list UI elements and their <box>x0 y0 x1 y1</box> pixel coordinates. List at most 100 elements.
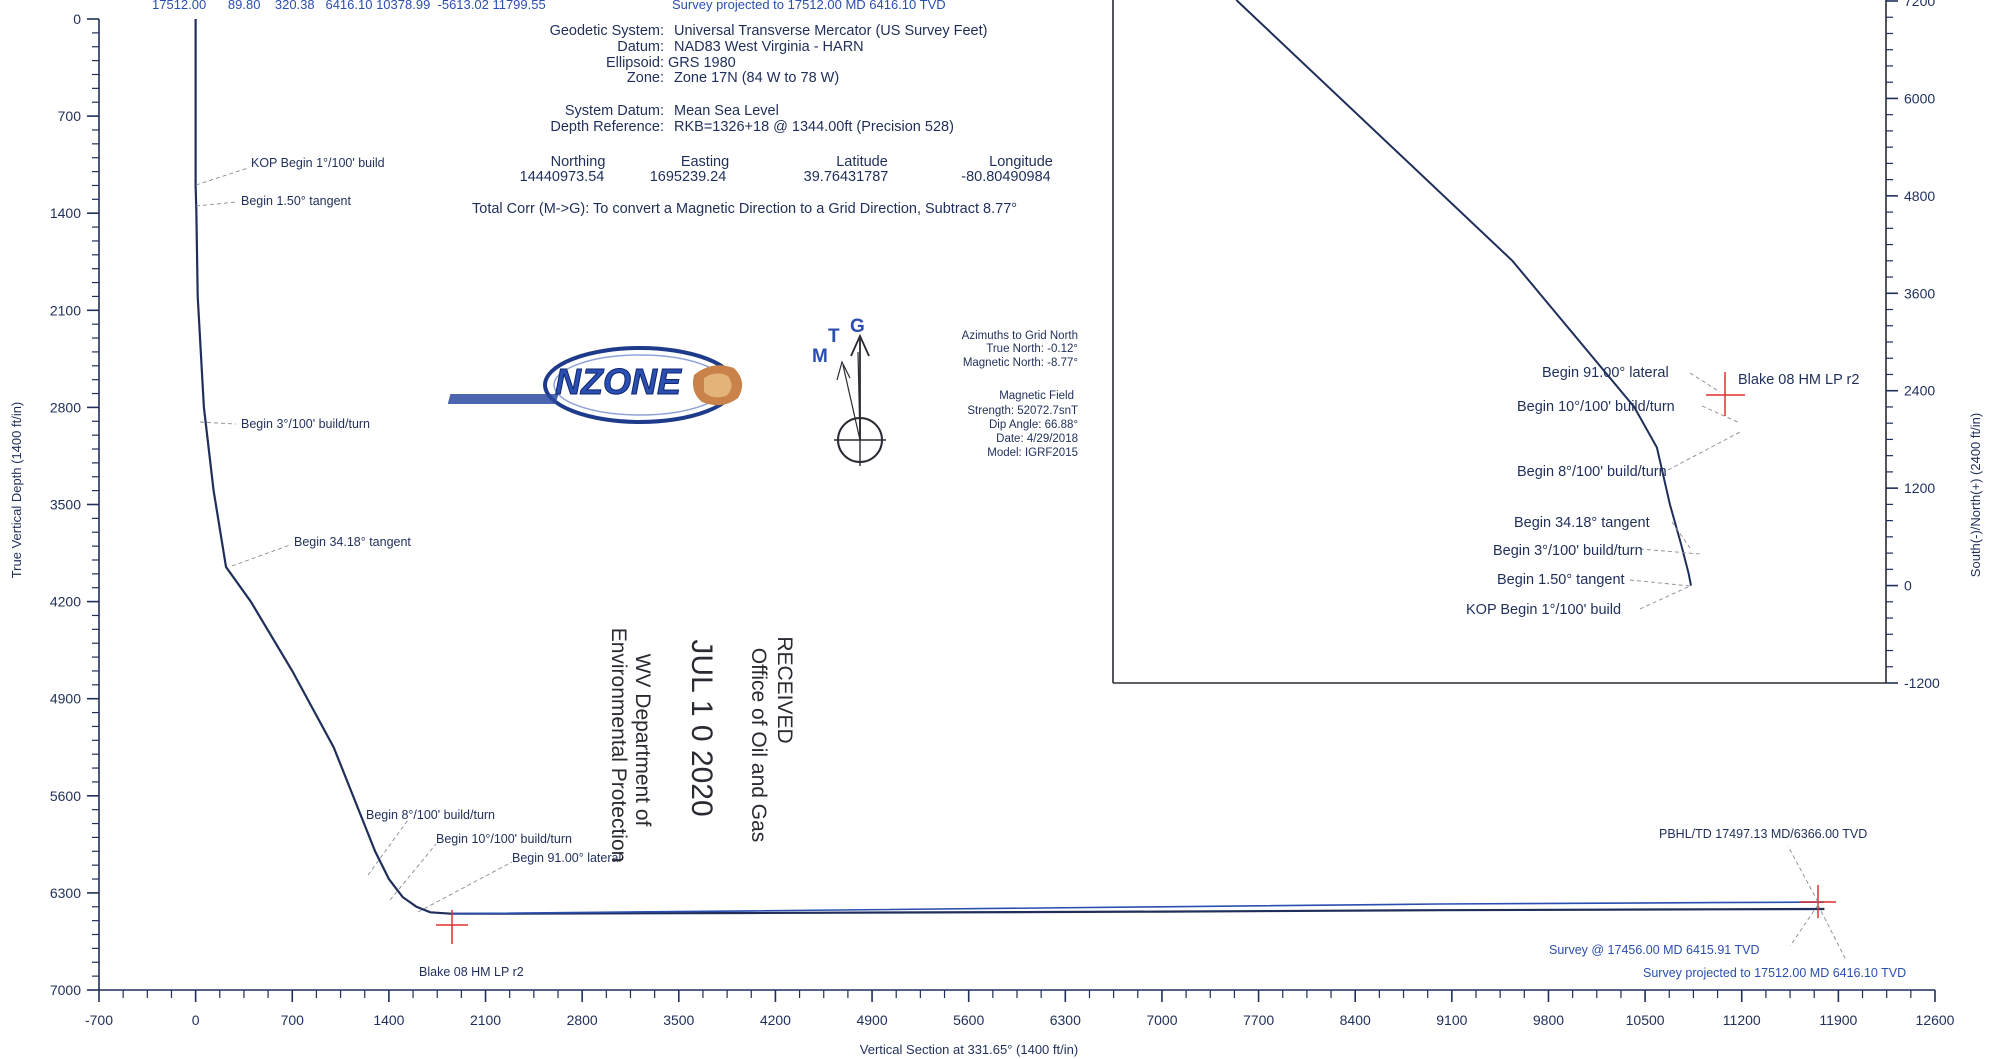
inset-annot-begin-150: Begin 1.50° tangent <box>1497 572 1625 588</box>
main-x-tick-label: 8400 <box>1340 1012 1371 1028</box>
main-x-tick-label: 1400 <box>373 1012 404 1028</box>
annot-begin-3418-tangent: Begin 34.18° tangent <box>294 535 411 549</box>
main-y-tick-label: 6300 <box>50 885 81 901</box>
datum-label: Datum: <box>617 39 664 55</box>
annot-survey-projected: Survey projected to 17512.00 MD 6416.10 … <box>1643 966 1906 980</box>
annot-blake-lp: Blake 08 HM LP r2 <box>419 965 524 979</box>
main-y-tick-label: 4200 <box>50 594 81 610</box>
inset-annot-begin-10: Begin 10°/100' build/turn <box>1517 399 1675 415</box>
main-x-ticks: -700 0 700 1400 2100 2800 3500 4200 4900 5600 6300… <box>85 990 1955 1028</box>
main-y-tick-label: 7000 <box>50 982 81 998</box>
azimuth-line-2: True North: -0.12° <box>986 343 1078 355</box>
geodetic-system-value: Universal Transverse Mercator (US Survey… <box>674 23 987 39</box>
main-x-tick-label: 700 <box>281 1012 305 1028</box>
latitude-label: Latitude <box>836 154 888 170</box>
main-x-tick-label: 10500 <box>1626 1012 1665 1028</box>
main-x-axis-label: Vertical Section at 331.65° (1400 ft/in) <box>860 1042 1078 1057</box>
stamp-received: RECEIVED <box>773 636 796 743</box>
main-x-tick-label: 3500 <box>663 1012 694 1028</box>
main-leader-lines <box>195 167 1847 961</box>
main-x-tick-label: 7700 <box>1243 1012 1274 1028</box>
inset-annot-begin-3: Begin 3°/100' build/turn <box>1493 543 1643 559</box>
stamp-environmental: Environmental Protection <box>607 628 630 863</box>
inset-y-axis-label: South(-)/North(+) (2400 ft/in) <box>1968 413 1983 577</box>
inset-trajectory <box>1235 0 1692 586</box>
inset-y-tick-label: -1200 <box>1904 675 1940 691</box>
main-y-tick-label: 4900 <box>50 691 81 707</box>
main-x-tick-label: 6300 <box>1050 1012 1081 1028</box>
north-arrow: M T G <box>812 316 886 466</box>
main-x-tick-label: 11900 <box>1819 1012 1857 1028</box>
depth-reference-label: Depth Reference: <box>550 119 664 135</box>
annot-kop: KOP Begin 1°/100' build <box>251 156 385 170</box>
north-arrow-m: M <box>812 346 828 367</box>
azimuth-line-3: Magnetic North: -8.77° <box>963 357 1078 369</box>
inset-y-ticks: -1200 0 1200 2400 3600 4800 6000 7200 <box>1886 0 1940 691</box>
main-actual-trajectory <box>450 901 1825 915</box>
geodetic-system-label: Geodetic System: <box>550 23 664 39</box>
main-x-tick-label: -700 <box>85 1012 113 1028</box>
system-datum-label: System Datum: <box>565 103 664 119</box>
ellipsoid-label: Ellipsoid: <box>606 55 664 71</box>
main-x-tick-label: 4900 <box>856 1012 887 1028</box>
annot-begin-91-lateral: Begin 91.00° lateral <box>512 851 621 865</box>
magnetic-model: Model: IGRF2015 <box>987 447 1078 459</box>
inset-y-tick-label: 6000 <box>1904 90 1935 106</box>
main-y-tick-label: 2800 <box>50 399 81 415</box>
main-y-axis-label: True Vertical Depth (1400 ft/in) <box>9 402 24 579</box>
datum-value: NAD83 West Virginia - HARN <box>674 39 864 55</box>
inset-leader-lines <box>1629 372 1741 610</box>
received-stamp: RECEIVED Office of Oil and Gas JUL 1 0 2… <box>607 628 796 863</box>
annot-pbhl: PBHL/TD 17497.13 MD/6366.00 TVD <box>1659 827 1867 841</box>
azimuth-line-1: Azimuths to Grid North <box>962 330 1078 342</box>
top-row-note: Survey projected to 17512.00 MD 6416.10 … <box>672 0 946 12</box>
longitude-label: Longitude <box>989 154 1053 170</box>
inset-annot-blake: Blake 08 HM LP r2 <box>1738 372 1859 388</box>
main-x-tick-label: 0 <box>192 1012 200 1028</box>
magnetic-date: Date: 4/29/2018 <box>996 433 1078 445</box>
main-x-tick-label: 9100 <box>1436 1012 1467 1028</box>
inset-y-tick-label: 0 <box>1904 578 1912 594</box>
inset-annotations: Begin 91.00° lateral Blake 08 HM LP r2 B… <box>1466 365 1859 618</box>
inset-y-tick-label: 1200 <box>1904 480 1935 496</box>
inset-annot-begin-91: Begin 91.00° lateral <box>1542 365 1669 381</box>
main-x-tick-label: 4200 <box>760 1012 791 1028</box>
total-correction: Total Corr (M->G): To convert a Magnetic… <box>472 201 1017 217</box>
annot-begin-10-build-turn: Begin 10°/100' build/turn <box>436 832 572 846</box>
inset-annot-begin-3418: Begin 34.18° tangent <box>1514 515 1650 531</box>
main-y-ticks: 0 700 1400 2100 2800 3500 4200 4900 5600 6300 7000 <box>50 11 99 998</box>
landing-point-marker <box>436 910 468 944</box>
main-x-tick-label: 2100 <box>470 1012 501 1028</box>
main-x-tick-label: 11200 <box>1723 1012 1761 1028</box>
top-row-values: 17512.00 89.80 320.38 6416.10 10378.99 -… <box>152 0 546 12</box>
annot-survey-at: Survey @ 17456.00 MD 6415.91 TVD <box>1549 943 1760 957</box>
main-x-tick-label: 12600 <box>1916 1012 1955 1028</box>
inset-y-tick-label: 3600 <box>1904 285 1935 301</box>
main-y-tick-label: 2100 <box>50 302 81 318</box>
main-y-tick-label: 700 <box>58 108 82 124</box>
inset-y-tick-label: 7200 <box>1904 0 1935 9</box>
stamp-office: Office of Oil and Gas <box>747 648 770 843</box>
stamp-date: JUL 1 0 2020 <box>685 639 718 816</box>
main-plan-trajectory <box>194 19 1825 915</box>
azimuth-info: Azimuths to Grid North True North: -0.12… <box>962 330 1078 459</box>
main-y-tick-label: 0 <box>73 11 81 27</box>
inset-y-tick-label: 4800 <box>1904 188 1935 204</box>
northing-value: 14440973.54 <box>520 169 605 185</box>
inset-y-tick-label: 2400 <box>1904 383 1935 399</box>
inset-annot-begin-8: Begin 8°/100' build/turn <box>1517 464 1667 480</box>
main-y-tick-label: 3500 <box>50 497 81 513</box>
system-datum-value: Mean Sea Level <box>674 103 779 119</box>
annot-begin-150-tangent: Begin 1.50° tangent <box>241 194 351 208</box>
latitude-value: 39.76431787 <box>804 169 889 185</box>
inset-annot-kop: KOP Begin 1°/100' build <box>1466 602 1621 618</box>
geodetic-info: Geodetic System: Universal Transverse Me… <box>472 23 1053 217</box>
depth-reference-value: RKB=1326+18 @ 1344.00ft (Precision 528) <box>674 119 954 135</box>
main-annotations: KOP Begin 1°/100' build Begin 1.50° tang… <box>241 156 1906 980</box>
main-x-tick-label: 5600 <box>953 1012 984 1028</box>
annot-begin-3-build-turn: Begin 3°/100' build/turn <box>241 417 370 431</box>
zone-label: Zone: <box>627 70 664 86</box>
annot-begin-8-build-turn: Begin 8°/100' build/turn <box>366 808 495 822</box>
main-y-tick-label: 1400 <box>50 205 81 221</box>
